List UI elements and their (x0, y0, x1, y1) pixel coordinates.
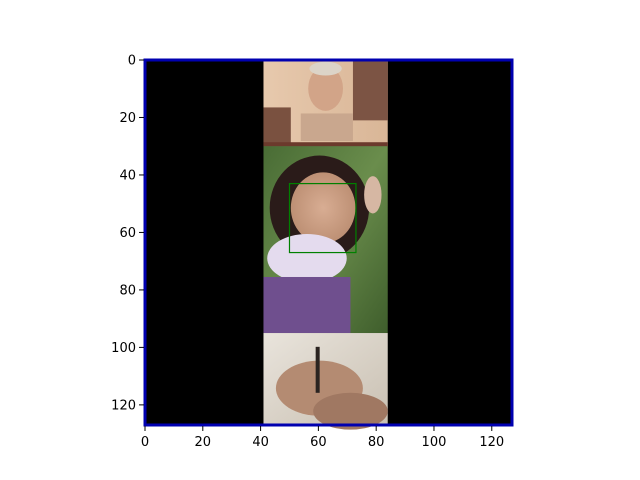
y-tick-label: 80 (119, 283, 136, 298)
y-tick-label: 40 (119, 168, 136, 183)
hands-photo (263, 333, 388, 430)
x-tick-label: 80 (368, 435, 385, 450)
girl-photo (263, 146, 388, 334)
y-axis: 0 20 40 60 80 100 120 (111, 54, 144, 413)
x-tick-label: 120 (479, 435, 504, 450)
x-axis: 0 20 40 60 80 100 120 (141, 426, 504, 450)
face-bounding-box (288, 182, 357, 254)
x-tick-label: 20 (195, 435, 212, 450)
axes-frame (143, 58, 514, 427)
x-tick-label: 100 (422, 435, 447, 450)
x-tick-label: 40 (252, 435, 269, 450)
man-photo (263, 60, 388, 147)
x-tick-label: 0 (141, 435, 149, 450)
x-tick-label: 60 (310, 435, 327, 450)
y-tick-label: 0 (128, 54, 136, 69)
y-tick-label: 60 (119, 226, 136, 241)
y-tick-label: 100 (111, 341, 136, 356)
y-tick-label: 120 (111, 398, 136, 413)
y-tick-label: 20 (119, 111, 136, 126)
